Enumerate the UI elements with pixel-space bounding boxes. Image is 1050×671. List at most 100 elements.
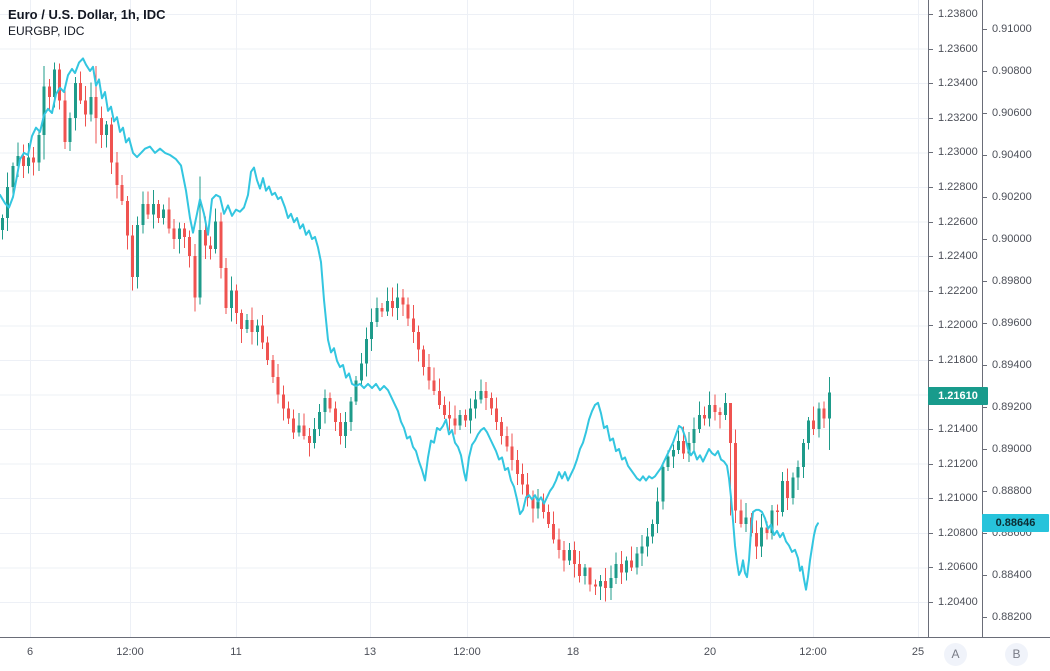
candle — [671, 449, 675, 457]
candle — [775, 510, 779, 513]
candle — [323, 397, 327, 412]
candle — [42, 86, 46, 136]
eurgbp-price-tick-label: 0.91000 — [983, 23, 1032, 35]
candle — [666, 456, 670, 468]
eurgbp-price-tick-label: 0.90200 — [983, 191, 1032, 203]
eurgbp-price-tick-label: 0.90600 — [983, 107, 1032, 119]
candle — [365, 339, 368, 364]
candle — [411, 318, 415, 333]
candle — [703, 415, 706, 419]
gridlines — [0, 0, 928, 637]
candle — [120, 185, 124, 201]
eurusd-price-tick-label: 1.22800 — [929, 181, 978, 193]
candle — [385, 301, 389, 312]
candle — [302, 425, 306, 436]
candle — [682, 441, 686, 454]
candle — [567, 550, 571, 561]
candle — [266, 342, 270, 360]
axis-b-button[interactable]: B — [1005, 643, 1028, 666]
candle — [453, 418, 457, 426]
candle — [609, 577, 613, 589]
candle — [37, 135, 41, 163]
candle — [760, 527, 764, 547]
candle — [822, 408, 826, 419]
candle — [89, 97, 93, 115]
candle — [812, 420, 816, 430]
candle — [656, 501, 660, 525]
candle — [79, 83, 82, 101]
candle — [734, 442, 738, 511]
candle — [786, 480, 790, 499]
candle — [781, 480, 784, 513]
candle — [427, 366, 431, 381]
candle — [188, 237, 192, 257]
eurusd-price-tick-label: 1.23200 — [929, 112, 978, 124]
eurusd-price-tick-label: 1.21200 — [929, 458, 978, 470]
candle — [448, 415, 452, 419]
candle — [713, 404, 717, 412]
time-tick-label: 13 — [363, 646, 377, 658]
candle — [765, 527, 769, 533]
chart-canvas[interactable] — [0, 0, 928, 637]
candle — [224, 268, 228, 308]
candle — [474, 399, 478, 409]
eurusd-price-axis[interactable]: 1.23800 1.23600 1.23400 1.23200 1.23000 1.228… — [928, 0, 983, 671]
candle — [318, 411, 322, 430]
candle — [552, 524, 556, 540]
time-tick-label: 18 — [566, 646, 580, 658]
axis-a-button[interactable]: A — [944, 643, 967, 666]
candle — [177, 228, 181, 239]
candle — [172, 228, 176, 239]
candle — [562, 550, 566, 561]
candle — [458, 415, 462, 426]
candle — [99, 117, 103, 136]
eurgbp-price-tick-label: 0.90000 — [983, 233, 1032, 245]
candle — [406, 304, 410, 319]
time-tick-label: 20 — [703, 646, 717, 658]
eurgbp-price-tick-label: 0.88200 — [983, 611, 1032, 623]
candle — [349, 401, 353, 423]
candle — [443, 404, 446, 416]
candle — [500, 422, 504, 436]
time-axis[interactable]: 6 12:00 11 13 12:00 18 20 12:00 25 — [0, 637, 1050, 671]
time-tick-label: 12:00 — [799, 646, 827, 658]
candle — [692, 429, 696, 443]
candle — [292, 418, 296, 433]
candle — [27, 157, 30, 167]
candle — [755, 532, 758, 547]
candle — [105, 124, 108, 136]
candle — [614, 563, 618, 578]
candle — [1, 218, 4, 231]
candle — [578, 563, 582, 577]
candle — [219, 221, 223, 269]
candle — [718, 411, 722, 416]
candle — [209, 245, 212, 250]
candle — [136, 224, 140, 277]
candle — [510, 446, 514, 461]
candle — [625, 560, 628, 573]
candle — [359, 363, 363, 381]
candle — [84, 100, 88, 115]
candle — [645, 536, 649, 547]
candle — [432, 380, 436, 392]
time-tick-label: 11 — [230, 646, 242, 658]
candle — [271, 359, 275, 378]
candle — [708, 404, 712, 419]
eurusd-price-tick-label: 1.21800 — [929, 354, 978, 366]
candle — [422, 349, 426, 367]
candle — [515, 460, 519, 475]
candle — [677, 441, 680, 450]
candle — [370, 321, 374, 340]
candle — [240, 313, 244, 329]
eurusd-price-tick-label: 1.20600 — [929, 561, 978, 573]
candle — [255, 325, 259, 333]
eurgbp-overlay-line — [0, 57, 819, 591]
candle — [495, 408, 498, 423]
eurgbp-price-axis[interactable]: 0.91000 0.90800 0.90600 0.90400 0.90200 0.900… — [982, 0, 1050, 671]
candle — [354, 380, 358, 402]
candle — [131, 235, 134, 277]
candle — [651, 524, 654, 537]
candle — [110, 124, 114, 163]
candle — [287, 408, 290, 419]
